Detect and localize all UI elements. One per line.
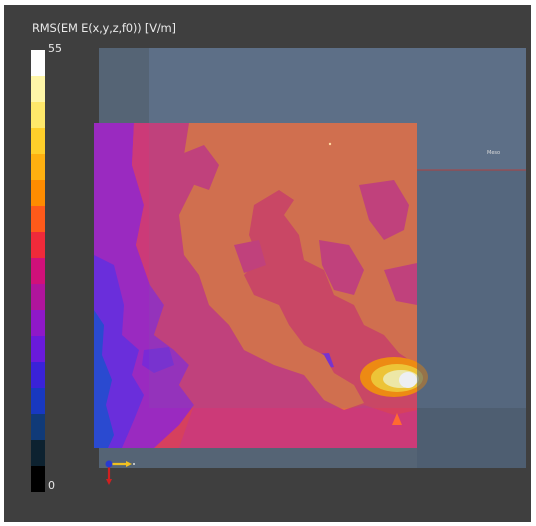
- colorbar-segment: [31, 154, 45, 180]
- colorbar-segment: [31, 50, 45, 76]
- colorbar-segment: [31, 128, 45, 154]
- field-island-3: [319, 240, 364, 295]
- field-region-violet-small: [142, 347, 174, 373]
- colorbar-segment: [31, 362, 45, 388]
- hotspot-core: [399, 372, 417, 388]
- 3d-viewport[interactable]: RMS(EM E(x,y,z,f0)) [V/m] 55 0 Meso: [4, 5, 531, 522]
- colorbar-segment: [31, 336, 45, 362]
- axes-triad-icon[interactable]: [102, 457, 136, 491]
- box-right-face: [417, 170, 526, 408]
- colorbar-segment: [31, 440, 45, 466]
- legend-title: RMS(EM E(x,y,z,f0)) [V/m]: [32, 21, 176, 35]
- probe-label: Meso: [487, 150, 501, 156]
- legend-max-value: 55: [48, 42, 62, 55]
- colorbar-segment: [31, 310, 45, 336]
- field-island-1: [359, 180, 409, 240]
- colorbar-segment: [31, 258, 45, 284]
- colorbar-segment: [31, 388, 45, 414]
- box-bottom-face: [417, 408, 526, 468]
- colorbar-segment: [31, 414, 45, 440]
- field-island-4: [384, 263, 417, 305]
- colorbar-segment: [31, 180, 45, 206]
- field-scene[interactable]: [4, 5, 531, 522]
- colorbar-segment: [31, 206, 45, 232]
- colorbar-segment: [31, 466, 45, 492]
- probe-marker: [328, 142, 332, 146]
- colorbar: [31, 50, 45, 492]
- field-region-orange: [179, 123, 417, 410]
- colorbar-segment: [31, 284, 45, 310]
- field-island-2: [179, 145, 219, 190]
- colorbar-segment: [31, 232, 45, 258]
- colorbar-segment: [31, 102, 45, 128]
- field-island-5: [234, 240, 266, 273]
- legend-min-value: 0: [48, 479, 55, 492]
- field-region-magenta: [132, 123, 417, 448]
- field-region-blue: [94, 310, 114, 448]
- colorbar-segment: [31, 76, 45, 102]
- hotspot-tail: [392, 413, 402, 425]
